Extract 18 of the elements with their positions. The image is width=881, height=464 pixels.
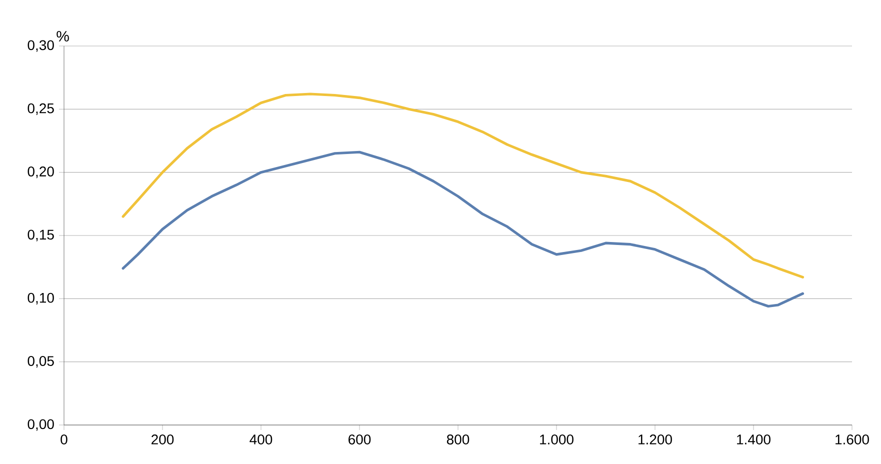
x-tick-label: 600 xyxy=(348,434,371,444)
x-tick-label: 400 xyxy=(250,434,272,444)
y-tick-label: 0,10 xyxy=(28,292,54,304)
y-tick-label: 0,25 xyxy=(28,103,54,115)
x-tick-label: 800 xyxy=(446,434,470,444)
y-tick-label: 0,15 xyxy=(28,230,54,242)
y-tick-label: 0,20 xyxy=(28,166,54,178)
y-axis-title: % xyxy=(56,30,69,42)
x-tick-label: 0 xyxy=(60,434,68,444)
y-tick-label: 0,00 xyxy=(28,419,54,431)
x-tick-label: 1.000 xyxy=(540,434,574,444)
y-tick-label: 0,30 xyxy=(28,40,54,52)
x-tick-label: 1.600 xyxy=(836,434,869,444)
line-series xyxy=(122,92,804,278)
x-tick-label: 200 xyxy=(152,434,174,444)
x-tick-label: 1.400 xyxy=(737,434,770,444)
y-tick-label: 0,05 xyxy=(28,356,54,368)
x-tick-label: 1.200 xyxy=(638,434,672,444)
